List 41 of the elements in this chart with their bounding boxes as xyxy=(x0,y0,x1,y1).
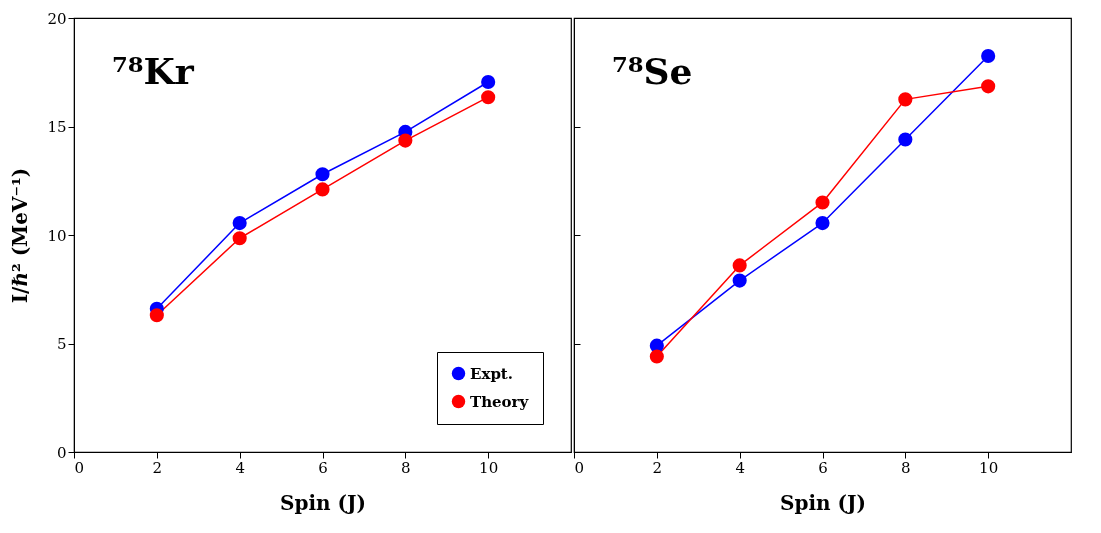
x-tick-label: 4 xyxy=(235,458,245,477)
x-axis-title: Spin (J) xyxy=(280,490,366,515)
y-tick-label: 0 xyxy=(56,443,67,462)
point xyxy=(315,182,330,197)
x-tick-label: 0 xyxy=(74,458,85,477)
x-tick-label: 6 xyxy=(318,458,328,477)
point xyxy=(232,231,247,246)
x-tick-label: 6 xyxy=(818,458,828,477)
point xyxy=(815,195,830,210)
legend-label: Expt. xyxy=(470,364,514,383)
point xyxy=(898,132,913,147)
point xyxy=(981,48,996,64)
text: ⁷⁸Se xyxy=(612,50,693,92)
text: ⁷⁸Kr xyxy=(112,50,195,92)
point xyxy=(898,92,913,107)
y-tick-label: 5 xyxy=(56,335,67,353)
point xyxy=(481,74,496,90)
point xyxy=(315,167,330,182)
point xyxy=(732,258,747,273)
x-tick-label: 2 xyxy=(152,458,163,477)
x-tick-label: 10 xyxy=(479,458,499,477)
x-tick-label: 10 xyxy=(979,458,999,477)
legend-label: Theory xyxy=(470,392,530,411)
y-tick-label: 15 xyxy=(47,118,67,136)
x-tick-label: 8 xyxy=(901,458,911,477)
x-tick-label: 8 xyxy=(401,458,411,477)
point xyxy=(732,273,747,288)
x-tick-label: 0 xyxy=(574,458,585,477)
x-tick-label: 2 xyxy=(652,458,663,477)
point xyxy=(398,133,413,148)
point xyxy=(649,349,664,364)
point xyxy=(981,79,996,94)
point xyxy=(232,216,247,231)
x-tick-label: 4 xyxy=(735,458,745,477)
y-tick-label: 20 xyxy=(47,9,67,28)
point xyxy=(149,308,164,323)
point xyxy=(815,216,830,231)
point xyxy=(481,90,496,105)
y-axis-title: I/ℏ² (MeV⁻¹) xyxy=(8,167,33,304)
y-tick-label: 10 xyxy=(47,226,67,245)
x-axis-title: Spin (J) xyxy=(780,490,866,515)
